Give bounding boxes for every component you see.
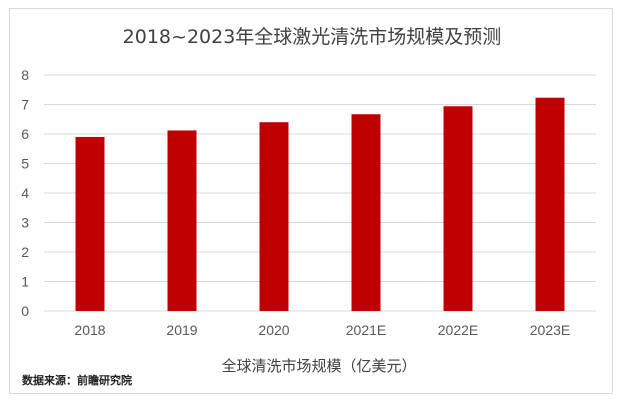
- y-tick-label-1: 1: [21, 274, 29, 290]
- x-tick-label-2018: 2018: [74, 322, 105, 338]
- x-tick-label-2022E: 2022E: [438, 322, 478, 338]
- y-tick-label-2: 2: [21, 244, 29, 260]
- bars: [75, 97, 565, 312]
- bar-2021E: [351, 114, 381, 311]
- y-tick-label-4: 4: [21, 185, 29, 201]
- gridlines: [44, 74, 596, 312]
- x-tick-label-2019: 2019: [166, 322, 197, 338]
- y-axis-tick-labels: 0 1 2 3 4 5 6 7 8: [21, 67, 29, 319]
- y-tick-label-8: 8: [21, 67, 29, 83]
- chart-title: 2018~2023年全球激光清洗市场规模及预测: [123, 26, 502, 48]
- chart-frame: [9, 8, 613, 394]
- x-tick-label-2021E: 2021E: [346, 322, 386, 338]
- x-axis-label: 全球清洗市场规模（亿美元）: [221, 357, 416, 375]
- y-tick-label-7: 7: [21, 97, 29, 113]
- bar-2020: [259, 122, 289, 311]
- y-tick-label-0: 0: [21, 303, 29, 319]
- bar-2022E: [443, 106, 473, 312]
- y-tick-label-6: 6: [21, 126, 29, 142]
- source-note: 数据来源：前瞻研究院: [22, 373, 132, 387]
- bar-2018: [75, 136, 105, 311]
- bar-2019: [167, 130, 197, 311]
- y-tick-label-3: 3: [21, 215, 29, 231]
- y-tick-label-5: 5: [21, 156, 29, 172]
- x-axis-tick-labels: 2018 2019 2020 2021E 2022E 2023E: [74, 322, 570, 338]
- x-tick-label-2020: 2020: [258, 322, 289, 338]
- x-tick-label-2023E: 2023E: [530, 322, 570, 338]
- bar-2023E: [535, 97, 565, 311]
